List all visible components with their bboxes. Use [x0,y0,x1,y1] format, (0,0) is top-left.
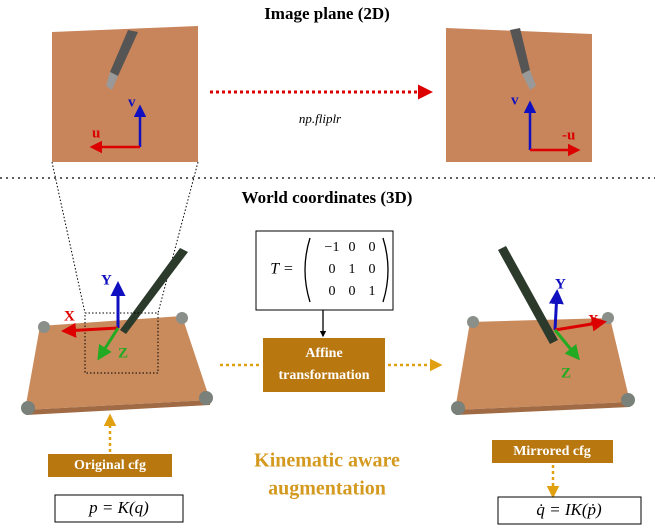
z-label: Z [561,365,571,381]
board-right [451,246,635,415]
formula: p = K(q) [88,498,149,517]
cfg-box [48,454,172,477]
cfg-box [492,440,613,463]
section-title: Image plane (2D) [264,4,390,23]
paren [304,237,311,303]
formula: q̇ = IK(ṗ) [536,500,602,519]
matrix-cell: 1 [369,284,376,299]
u-label: -u [562,127,575,143]
matrix-cells: −1 0 00 1 00 0 1 [325,240,376,299]
cfg-label: Mirrored cfg [513,444,591,459]
formula-box [497,496,642,525]
zoom-box [84,312,159,374]
z-axis [553,329,580,361]
image-right [446,28,592,162]
x-label: X [64,308,75,324]
paren [382,237,389,303]
flip-label: np.fliplr [299,111,342,126]
center-text: Kinematic aware [254,450,400,472]
matrix-cell: 0 [369,240,376,255]
matrix-cell: 0 [349,240,356,255]
matrix-cell: 0 [329,262,336,277]
y-label: Y [101,272,112,288]
v-label: v [511,92,519,108]
zoom-line [51,161,86,314]
matrix-cell: 0 [329,284,336,299]
center-text: augmentation [268,478,386,500]
y-axis [548,289,564,331]
x-label: X [588,312,599,328]
matrix-cell: 0 [369,262,376,277]
formula-box [54,494,184,523]
matrix-lhs: T = [270,261,293,278]
x-axis [61,322,119,338]
section-title: World coordinates (3D) [242,188,413,207]
matrix-cell: −1 [325,240,340,255]
matrix-cell: 0 [349,284,356,299]
u-label: u [92,125,100,141]
transform-label: Affine [305,346,342,361]
matrix-cell: 1 [349,262,356,277]
transform-label: transformation [279,368,370,383]
transform-box [263,338,385,392]
z-label: Z [118,345,128,361]
y-label: Y [555,276,566,292]
cfg-label: Original cfg [74,458,146,473]
matrix-box [255,230,394,311]
z-axis [97,327,120,361]
x-axis [554,316,607,332]
board-left [21,248,213,415]
zoom-line [157,161,199,314]
image-left [52,26,198,162]
v-label: v [128,94,136,110]
